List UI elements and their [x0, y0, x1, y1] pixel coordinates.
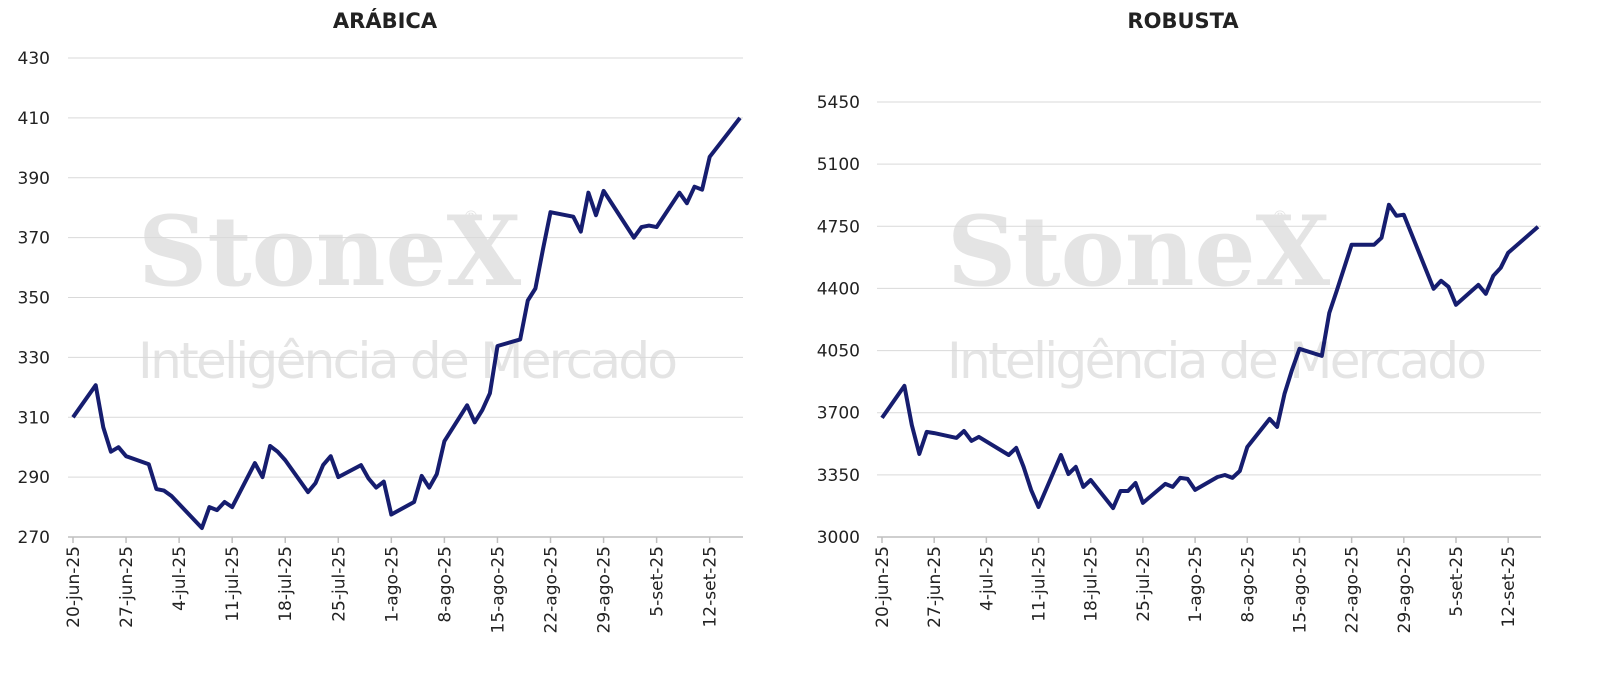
y-tick-label: 3000 [817, 528, 860, 548]
price-line [880, 202, 1540, 511]
price-line [71, 116, 742, 530]
y-tick-label: 5450 [817, 93, 860, 113]
y-tick-label: 4400 [817, 279, 860, 299]
x-tick-label: 12-set-25 [1499, 546, 1519, 628]
x-tick-label: 25-jul-25 [1134, 546, 1154, 622]
y-tick-label: 290 [18, 468, 50, 488]
y-tick-label: 410 [18, 109, 50, 129]
y-tick-label: 270 [18, 528, 50, 548]
y-tick-label: 330 [18, 348, 50, 368]
x-tick-label: 11-jul-25 [1030, 546, 1050, 622]
watermark-tagline: Inteligência de Mercado [138, 332, 678, 390]
x-tick-label: 8-ago-25 [435, 546, 455, 623]
watermark-mark: ® [463, 207, 479, 226]
x-tick-label: 1-ago-25 [1186, 546, 1206, 623]
y-tick-label: 5100 [817, 155, 860, 175]
x-tick-label: 29-ago-25 [1395, 546, 1415, 633]
y-tick-label: 3350 [817, 466, 860, 486]
x-tick-label: 15-ago-25 [488, 546, 508, 633]
watermark-brand: StoneX [947, 195, 1331, 308]
x-tick-label: 18-jul-25 [1082, 546, 1102, 622]
y-tick-label: 370 [18, 229, 50, 249]
y-tick-label: 4050 [817, 342, 860, 362]
watermark-tagline: Inteligência de Mercado [947, 332, 1487, 390]
x-tick-label: 22-ago-25 [542, 546, 562, 633]
y-tick-label: 310 [18, 408, 50, 428]
y-tick-label: 350 [18, 289, 50, 309]
y-tick-label: 430 [18, 49, 50, 69]
y-tick-label: 390 [18, 169, 50, 189]
x-tick-label: 4-jul-25 [977, 546, 997, 611]
x-tick-label: 25-jul-25 [329, 546, 349, 622]
x-tick-label: 5-set-25 [1447, 546, 1467, 617]
x-tick-label: 20-jun-25 [873, 546, 893, 628]
x-tick-label: 29-ago-25 [595, 546, 615, 633]
chart-title: ARÁBICA [333, 8, 438, 33]
watermark-mark: ® [1272, 207, 1288, 226]
x-tick-label: 11-jul-25 [223, 546, 243, 622]
x-tick-label: 8-ago-25 [1238, 546, 1258, 623]
y-tick-label: 4750 [817, 217, 860, 237]
x-tick-label: 27-jun-25 [117, 546, 137, 628]
x-tick-label: 1-ago-25 [382, 546, 402, 623]
x-tick-label: 15-ago-25 [1290, 546, 1310, 633]
y-tick-label: 3700 [817, 404, 860, 424]
x-tick-label: 20-jun-25 [64, 546, 84, 628]
x-tick-label: 5-set-25 [648, 546, 668, 617]
x-tick-label: 27-jun-25 [925, 546, 945, 628]
watermark-brand: StoneX [138, 195, 522, 308]
chart-title: ROBUSTA [1127, 9, 1239, 33]
x-tick-label: 4-jul-25 [170, 546, 190, 611]
x-tick-label: 12-set-25 [701, 546, 721, 628]
x-tick-label: 18-jul-25 [276, 546, 296, 622]
x-tick-label: 22-ago-25 [1343, 546, 1363, 633]
